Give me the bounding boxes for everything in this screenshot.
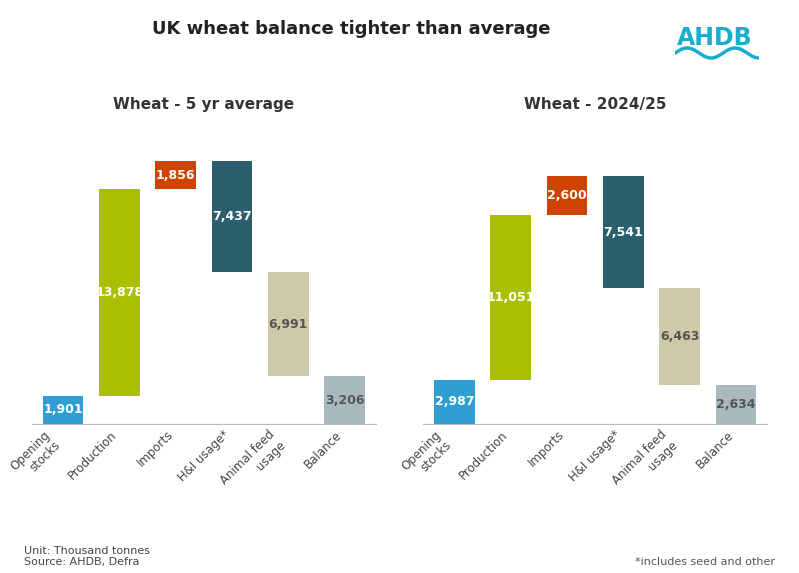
Bar	[268, 272, 308, 376]
Bar	[434, 379, 475, 424]
Text: 6,463: 6,463	[660, 330, 699, 343]
Text: 11,051: 11,051	[487, 291, 535, 304]
Text: AHDB: AHDB	[678, 26, 753, 50]
Bar	[659, 288, 700, 385]
Text: UK wheat balance tighter than average: UK wheat balance tighter than average	[153, 20, 551, 38]
Bar	[99, 189, 140, 396]
Bar	[491, 215, 531, 379]
Bar	[42, 396, 83, 424]
Text: 6,991: 6,991	[268, 317, 308, 331]
Bar	[155, 161, 196, 189]
Bar	[716, 385, 757, 424]
Text: 7,437: 7,437	[212, 210, 252, 223]
Text: 2,987: 2,987	[435, 395, 474, 409]
Text: Unit: Thousand tonnes
Source: AHDB, Defra: Unit: Thousand tonnes Source: AHDB, Defr…	[24, 545, 150, 567]
Bar	[212, 161, 252, 272]
Text: 13,878: 13,878	[95, 286, 143, 299]
Text: 1,901: 1,901	[43, 403, 83, 417]
Text: 2,634: 2,634	[717, 398, 756, 411]
Bar	[547, 176, 587, 215]
Bar	[324, 376, 365, 424]
Text: Wheat - 5 yr average: Wheat - 5 yr average	[113, 97, 294, 112]
Bar	[603, 176, 644, 288]
Text: 3,206: 3,206	[325, 394, 364, 407]
Text: Wheat - 2024/25: Wheat - 2024/25	[524, 97, 666, 112]
Text: *includes seed and other: *includes seed and other	[635, 558, 775, 567]
Text: 1,856: 1,856	[156, 168, 195, 182]
Text: 7,541: 7,541	[603, 226, 643, 239]
Text: 2,600: 2,600	[547, 189, 587, 202]
